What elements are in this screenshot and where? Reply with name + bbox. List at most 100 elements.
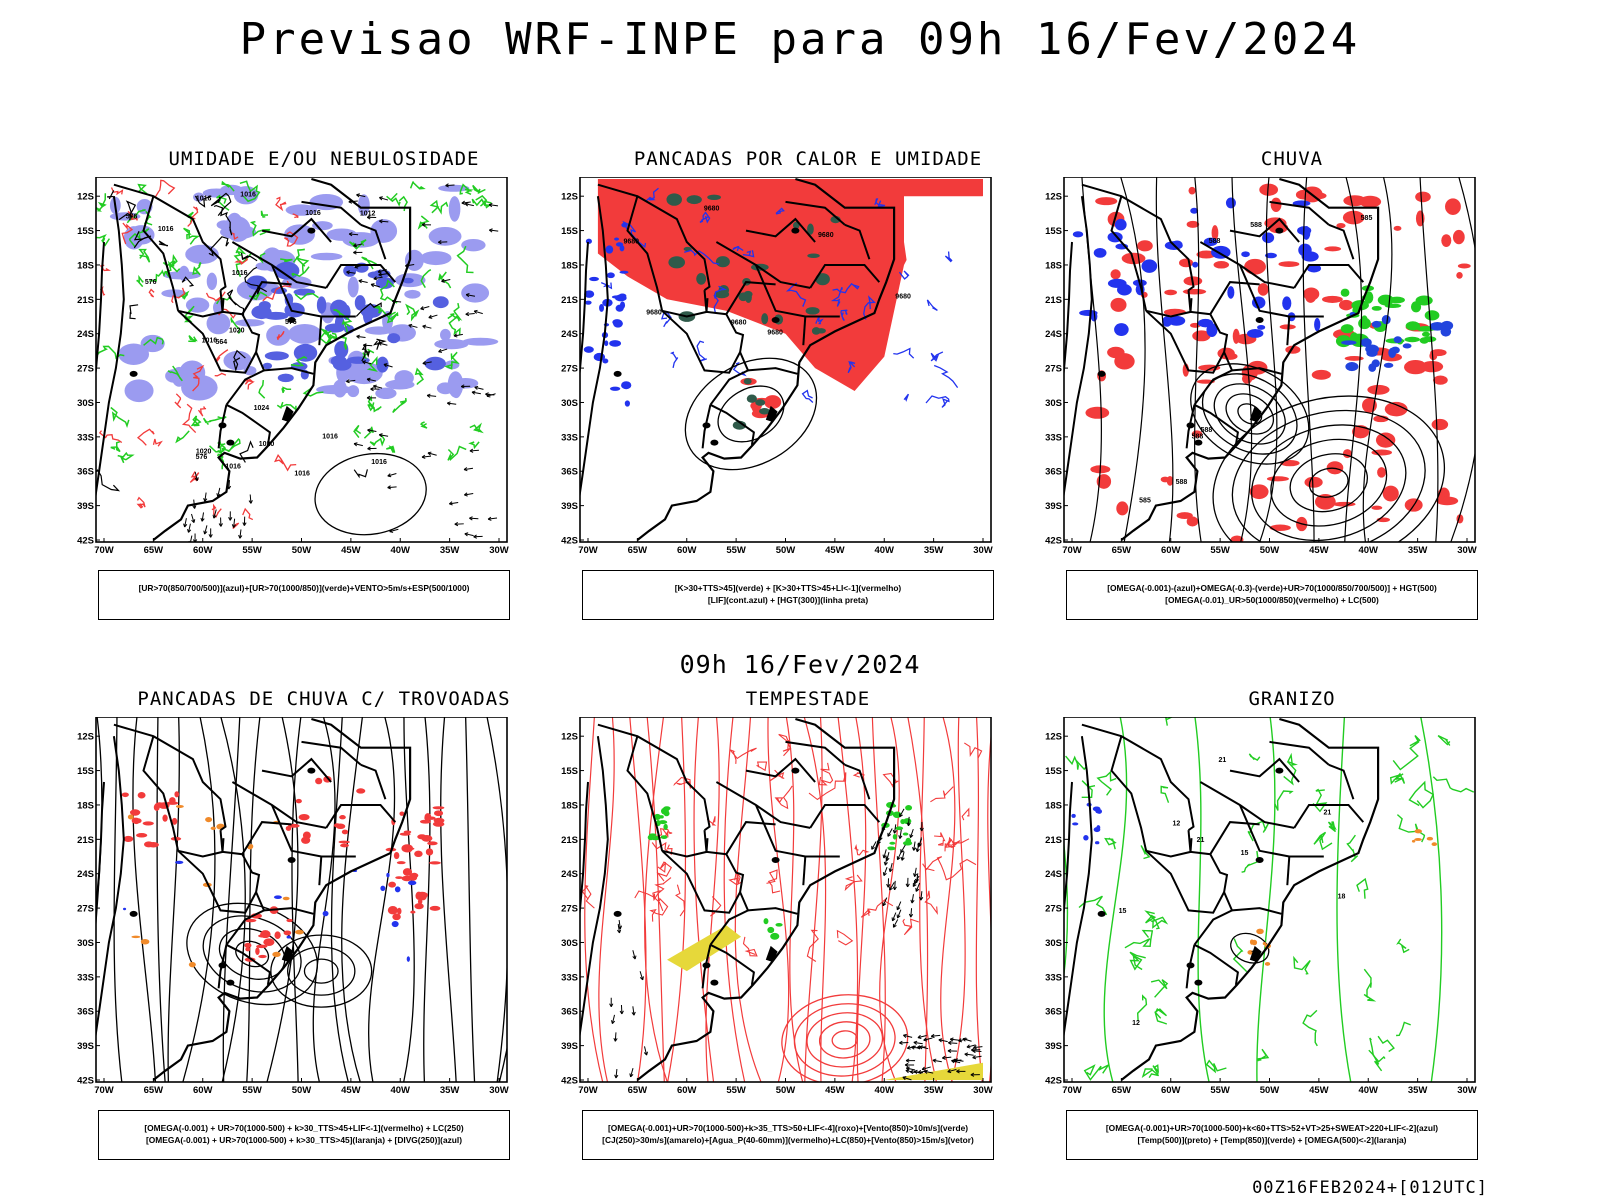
rain-area — [1430, 349, 1447, 357]
lat-tick-label: 30S — [77, 938, 94, 949]
humidity-low-contour — [472, 184, 486, 195]
rain-area — [1344, 355, 1364, 361]
state-border — [1231, 907, 1282, 915]
rain-area — [1436, 496, 1459, 506]
lat-tick-label: 33S — [77, 972, 94, 983]
wind-vector — [883, 867, 888, 876]
shower-area — [294, 929, 304, 935]
humidity-low-contour — [471, 198, 493, 209]
coastline-west — [1064, 781, 1073, 918]
wind-vector — [194, 477, 199, 482]
water-body — [1275, 227, 1284, 234]
wind-vector — [905, 1058, 910, 1063]
omega-strong-area — [1405, 321, 1421, 331]
coastline-west — [1064, 241, 1073, 378]
water-body — [791, 767, 800, 774]
wind-vector — [366, 377, 371, 382]
lon-tick-label: 30W — [1457, 1085, 1477, 1096]
lat-tick-label: 12S — [561, 192, 578, 203]
hgt500-contour — [1120, 177, 1146, 542]
wind-vector — [951, 1059, 955, 1064]
wind-vector — [346, 379, 350, 384]
streamline — [266, 717, 299, 1082]
rain-area — [1095, 197, 1118, 206]
precipitable-water — [937, 858, 977, 881]
state-border — [1229, 757, 1300, 783]
thickness-contour — [214, 372, 227, 377]
state-border — [754, 804, 840, 858]
wind-vector — [233, 518, 236, 528]
wind-vector — [966, 1044, 976, 1048]
contour-label: 576 — [145, 279, 157, 286]
omega-area — [1371, 359, 1380, 368]
contour-label: 588 — [1176, 479, 1188, 486]
thunderstorm-area — [399, 811, 405, 816]
border-andes — [580, 196, 609, 500]
lon-tick-label: 65W — [144, 545, 164, 556]
lon-tick-label: 30W — [973, 1085, 993, 1096]
omega-area — [1383, 362, 1394, 368]
lif-contour — [742, 250, 755, 258]
wind-vector — [346, 379, 356, 383]
wind-vector — [448, 501, 453, 506]
lat-tick-label: 42S — [561, 1076, 578, 1087]
temp850-contour — [1396, 1021, 1411, 1037]
humidity-low-contour — [294, 292, 319, 301]
humidity-low-contour — [333, 309, 353, 327]
divergence-area — [406, 956, 410, 962]
humidity-low-contour — [126, 209, 146, 224]
lon-tick-label: 40W — [390, 1085, 410, 1096]
border-andes — [1064, 736, 1093, 1040]
lat-tick-label: 39S — [1045, 1041, 1062, 1052]
omega-area — [1402, 343, 1412, 349]
rain-area — [1211, 225, 1219, 241]
lat-tick-label: 12S — [1045, 732, 1062, 743]
hgt500-contour — [1419, 177, 1439, 542]
wind-vector — [387, 486, 397, 489]
lat-tick-label: 36S — [1045, 1007, 1062, 1018]
panel-title: UMIDADE E/OU NEBULOSIDADE — [168, 148, 480, 170]
wind-vector — [644, 1046, 648, 1056]
lat-tick-label: 15S — [561, 226, 578, 237]
wind-vector — [631, 1011, 636, 1016]
wind-vector — [610, 1020, 616, 1025]
precipitable-water — [675, 884, 686, 917]
streamline-850 — [793, 1003, 896, 1077]
streamline-850 — [646, 717, 665, 1082]
pressure-isobar — [158, 240, 169, 247]
wind-vector — [453, 333, 458, 338]
wind-vector — [896, 914, 901, 919]
map-granizo: 21 18 15 12 21 18 15 12 21 12S 15S 18S 21S 24S 27S 30S 3… — [1045, 717, 1477, 1096]
omega-strong-area — [1419, 337, 1429, 344]
thunderstorm-area — [315, 777, 323, 785]
wind-vector — [896, 906, 901, 911]
temp850-contour — [1247, 820, 1270, 842]
lon-tick-label: 55W — [242, 1085, 262, 1096]
omega-strong-area — [1377, 294, 1394, 306]
thunderstorm-area — [401, 875, 413, 882]
wind-vector — [970, 1072, 975, 1077]
lon-tick-label: 35W — [924, 1085, 944, 1096]
water-body — [307, 767, 316, 774]
state-border — [142, 195, 180, 312]
wind-vector — [373, 276, 378, 281]
humidity-high-area — [179, 360, 206, 386]
wind-vector — [474, 385, 479, 390]
divergence-area — [286, 935, 292, 939]
thickness-contour — [234, 256, 248, 265]
streamline-850 — [975, 717, 983, 1082]
humidity-high-area — [310, 252, 343, 261]
thunderstorm-area — [135, 833, 148, 838]
temp850-contour — [1144, 910, 1157, 924]
wind-vector — [190, 535, 193, 542]
temp850-contour — [1432, 776, 1475, 793]
water-body — [129, 910, 138, 917]
heat-shower-moderate — [666, 193, 682, 206]
water-body — [710, 979, 719, 986]
shower-area — [282, 896, 290, 901]
rain-area — [1338, 299, 1354, 311]
heat-shower-moderate — [746, 394, 757, 403]
hgt500-contour — [1308, 467, 1349, 498]
pressure-isobar — [129, 304, 139, 320]
humidity-low-contour — [177, 290, 190, 300]
